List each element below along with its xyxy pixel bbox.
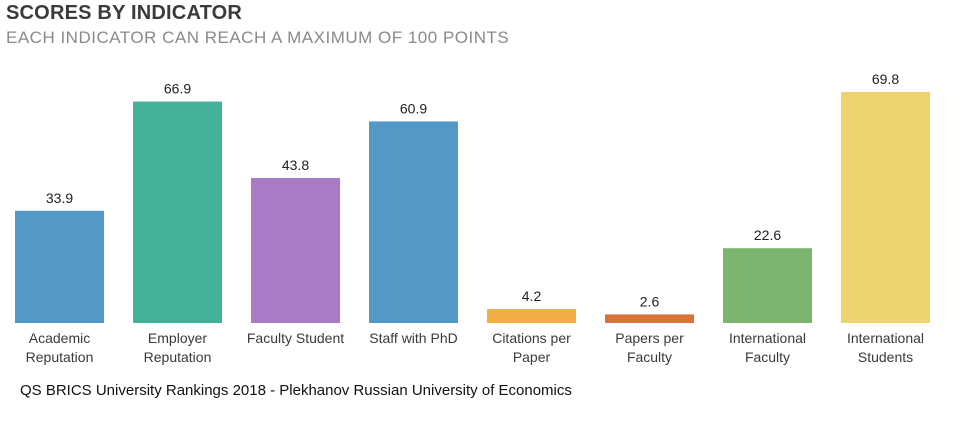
bar-4 [487, 309, 576, 323]
value-label-7: 69.8 [872, 71, 899, 87]
category-label-3: Staff with PhD [369, 330, 457, 346]
value-label-0: 33.9 [46, 190, 73, 206]
category-label-7: International Students [847, 330, 924, 365]
bar-6 [723, 248, 812, 323]
category-label-line: Faculty Student [247, 330, 344, 346]
bar-1 [133, 101, 222, 323]
category-label-line: Faculty [627, 349, 672, 365]
category-label-line: Reputation [144, 349, 212, 365]
category-label-line: Students [858, 349, 913, 365]
category-label-line: Faculty [745, 349, 790, 365]
category-label-line: Citations per [492, 330, 571, 346]
category-label-line: Employer [148, 330, 207, 346]
value-label-6: 22.6 [754, 227, 781, 243]
category-label-line: International [847, 330, 924, 346]
chart-title: SCORES BY INDICATOR [6, 2, 243, 24]
bar-2 [251, 178, 340, 323]
category-label-2: Faculty Student [247, 330, 344, 346]
category-label-5: Papers per Faculty [615, 330, 684, 365]
bar-7 [841, 91, 930, 323]
value-label-4: 4.2 [522, 288, 542, 304]
category-label-6: International Faculty [729, 330, 806, 365]
category-label-line: Reputation [26, 349, 94, 365]
value-label-5: 2.6 [640, 293, 660, 309]
value-label-3: 60.9 [400, 100, 427, 116]
category-label-line: Staff with PhD [369, 330, 457, 346]
category-label-line: Academic [29, 330, 90, 346]
bar-0 [15, 210, 104, 323]
category-label-line: Paper [513, 349, 551, 365]
chart-subtitle: EACH INDICATOR CAN REACH A MAXIMUM OF 10… [6, 28, 510, 47]
value-label-1: 66.9 [164, 81, 191, 97]
value-label-2: 43.8 [282, 157, 309, 173]
category-label-0: Academic Reputation [26, 330, 94, 365]
category-label-line: Papers per [615, 330, 684, 346]
bar-3 [369, 121, 458, 324]
bar-5 [605, 314, 694, 323]
category-label-4: Citations per Paper [492, 330, 571, 365]
category-label-1: Employer Reputation [144, 330, 212, 365]
category-label-line: International [729, 330, 806, 346]
source-caption: QS BRICS University Rankings 2018 - Plek… [20, 382, 572, 399]
